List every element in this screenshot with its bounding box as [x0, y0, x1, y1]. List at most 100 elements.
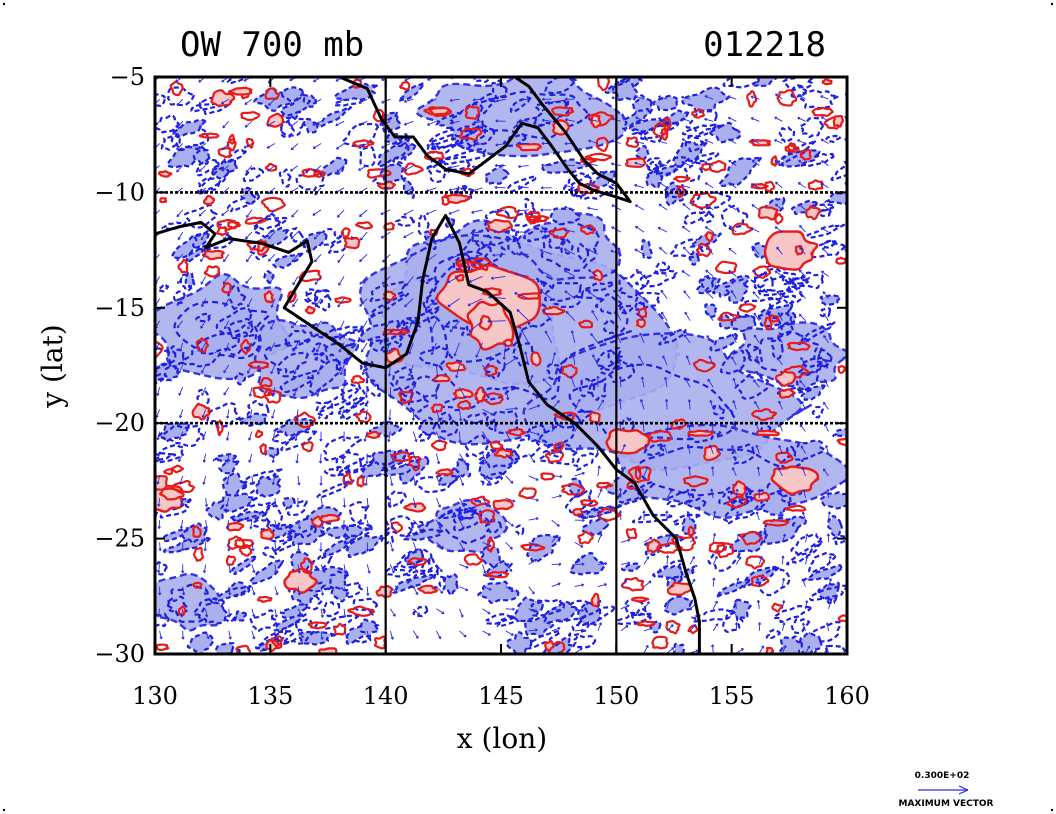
wind-vector: [505, 607, 515, 611]
negative-contour-cell: [155, 347, 177, 372]
wind-vector: [752, 246, 760, 255]
wind-vector: [735, 577, 740, 587]
wind-vector: [597, 533, 603, 543]
positive-contour-cell: [732, 480, 747, 497]
negative-contour-cell: [285, 499, 308, 517]
wind-vector: [574, 471, 585, 477]
wind-vector: [826, 489, 830, 499]
wind-vector: [800, 334, 806, 344]
negative-contour-10: [436, 509, 492, 545]
wind-vector: [712, 577, 716, 587]
wind-vector: [365, 542, 370, 552]
wind-vector: [524, 351, 530, 366]
positive-contour-cell: [259, 527, 275, 541]
positive-contour-cell: [584, 152, 613, 162]
wind-vector: [755, 444, 760, 454]
wind-vector: [482, 630, 491, 636]
negative-contour-cell: [760, 421, 772, 437]
wind-vector: [751, 159, 760, 166]
wind-vector: [750, 183, 760, 189]
wind-vector: [704, 139, 714, 144]
wind-vector: [225, 475, 230, 485]
negative-contour-cell: [420, 556, 439, 581]
wind-vector: [597, 488, 603, 499]
negative-contour-cell: [471, 227, 493, 250]
wind-vector: [800, 357, 806, 366]
wind-vector: [245, 276, 253, 284]
negative-contour-cell: [316, 479, 355, 499]
negative-contour-cell: [598, 360, 636, 384]
wind-vector: [251, 564, 256, 574]
wind-vector: [574, 398, 581, 410]
wind-vector: [798, 203, 806, 211]
negative-contour-cell: [218, 456, 240, 475]
wind-vector: [563, 248, 576, 255]
wind-vector: [495, 98, 506, 103]
wind-vector: [156, 431, 161, 441]
wind-vector: [436, 586, 444, 594]
wind-vector: [799, 423, 806, 432]
wind-vector: [779, 511, 783, 521]
wind-vector: [251, 586, 256, 596]
wind-vector: [778, 489, 783, 499]
negative-contour-cell: [213, 584, 252, 602]
wind-vector: [156, 387, 161, 397]
positive-contour-cell: [254, 429, 264, 439]
wind-vector: [634, 248, 645, 255]
wind-vector: [435, 431, 441, 443]
wind-vector: [640, 376, 645, 388]
wind-vector: [712, 533, 717, 543]
wind-vector: [634, 95, 645, 100]
wind-vector: [179, 342, 184, 352]
wind-vector: [318, 453, 323, 464]
wind-vector: [343, 542, 349, 552]
wind-vector: [704, 226, 714, 233]
wind-vector: [799, 291, 806, 299]
positive-contour-cell: [763, 316, 773, 331]
wind-vector: [687, 399, 691, 410]
negative-contour-cell: [280, 96, 312, 117]
positive-contour-cell: [240, 338, 252, 355]
negative-contour-cell: [819, 307, 832, 318]
wind-vector: [774, 159, 783, 166]
wind-vector: [666, 624, 674, 632]
wind-vector: [660, 311, 668, 321]
axis-tick-labels: 130 135 140 145 150 155 160 −5 −10 −15 −20 −25 −30: [94, 63, 870, 710]
wind-vector: [492, 253, 506, 257]
wind-vector: [643, 601, 650, 610]
positive-contour-cell: [486, 570, 510, 579]
wind-vector: [270, 320, 276, 330]
wind-vector: [704, 182, 714, 189]
wind-vector: [825, 622, 830, 631]
positive-contour-cell: [192, 581, 203, 589]
wind-vector: [268, 98, 276, 106]
negative-contour-cell: [823, 644, 846, 654]
wind-vector: [179, 520, 184, 529]
positive-contour-cell: [342, 472, 354, 487]
positive-contour-cell: [293, 411, 317, 429]
negative-contour-cell: [220, 492, 258, 513]
positive-contour-cell: [478, 314, 493, 331]
negative-contour-cell: [578, 377, 596, 398]
wind-vector: [459, 519, 465, 530]
negative-contour-cell: [426, 157, 451, 183]
wind-vector: [563, 269, 576, 277]
wind-vector: [753, 334, 760, 344]
negative-contour-cell: [222, 472, 248, 499]
positive-contour-cell: [671, 535, 697, 552]
negative-contour-cell: [314, 289, 332, 312]
wind-vector: [574, 444, 582, 454]
negative-contour-cell: [263, 504, 284, 529]
wind-vector: [388, 409, 392, 421]
wind-vector: [403, 120, 414, 126]
wind-vector: [620, 444, 626, 454]
wind-vector: [682, 203, 691, 211]
wind-vector: [539, 229, 552, 234]
wind-vector: [643, 466, 649, 476]
negative-contour-cell: [722, 609, 744, 634]
negative-contour-cell: [666, 187, 682, 199]
wind-vector: [176, 209, 184, 218]
wind-vector: [312, 143, 322, 149]
positive-contour-cell: [192, 525, 202, 538]
axis-ticks: [154, 76, 848, 655]
